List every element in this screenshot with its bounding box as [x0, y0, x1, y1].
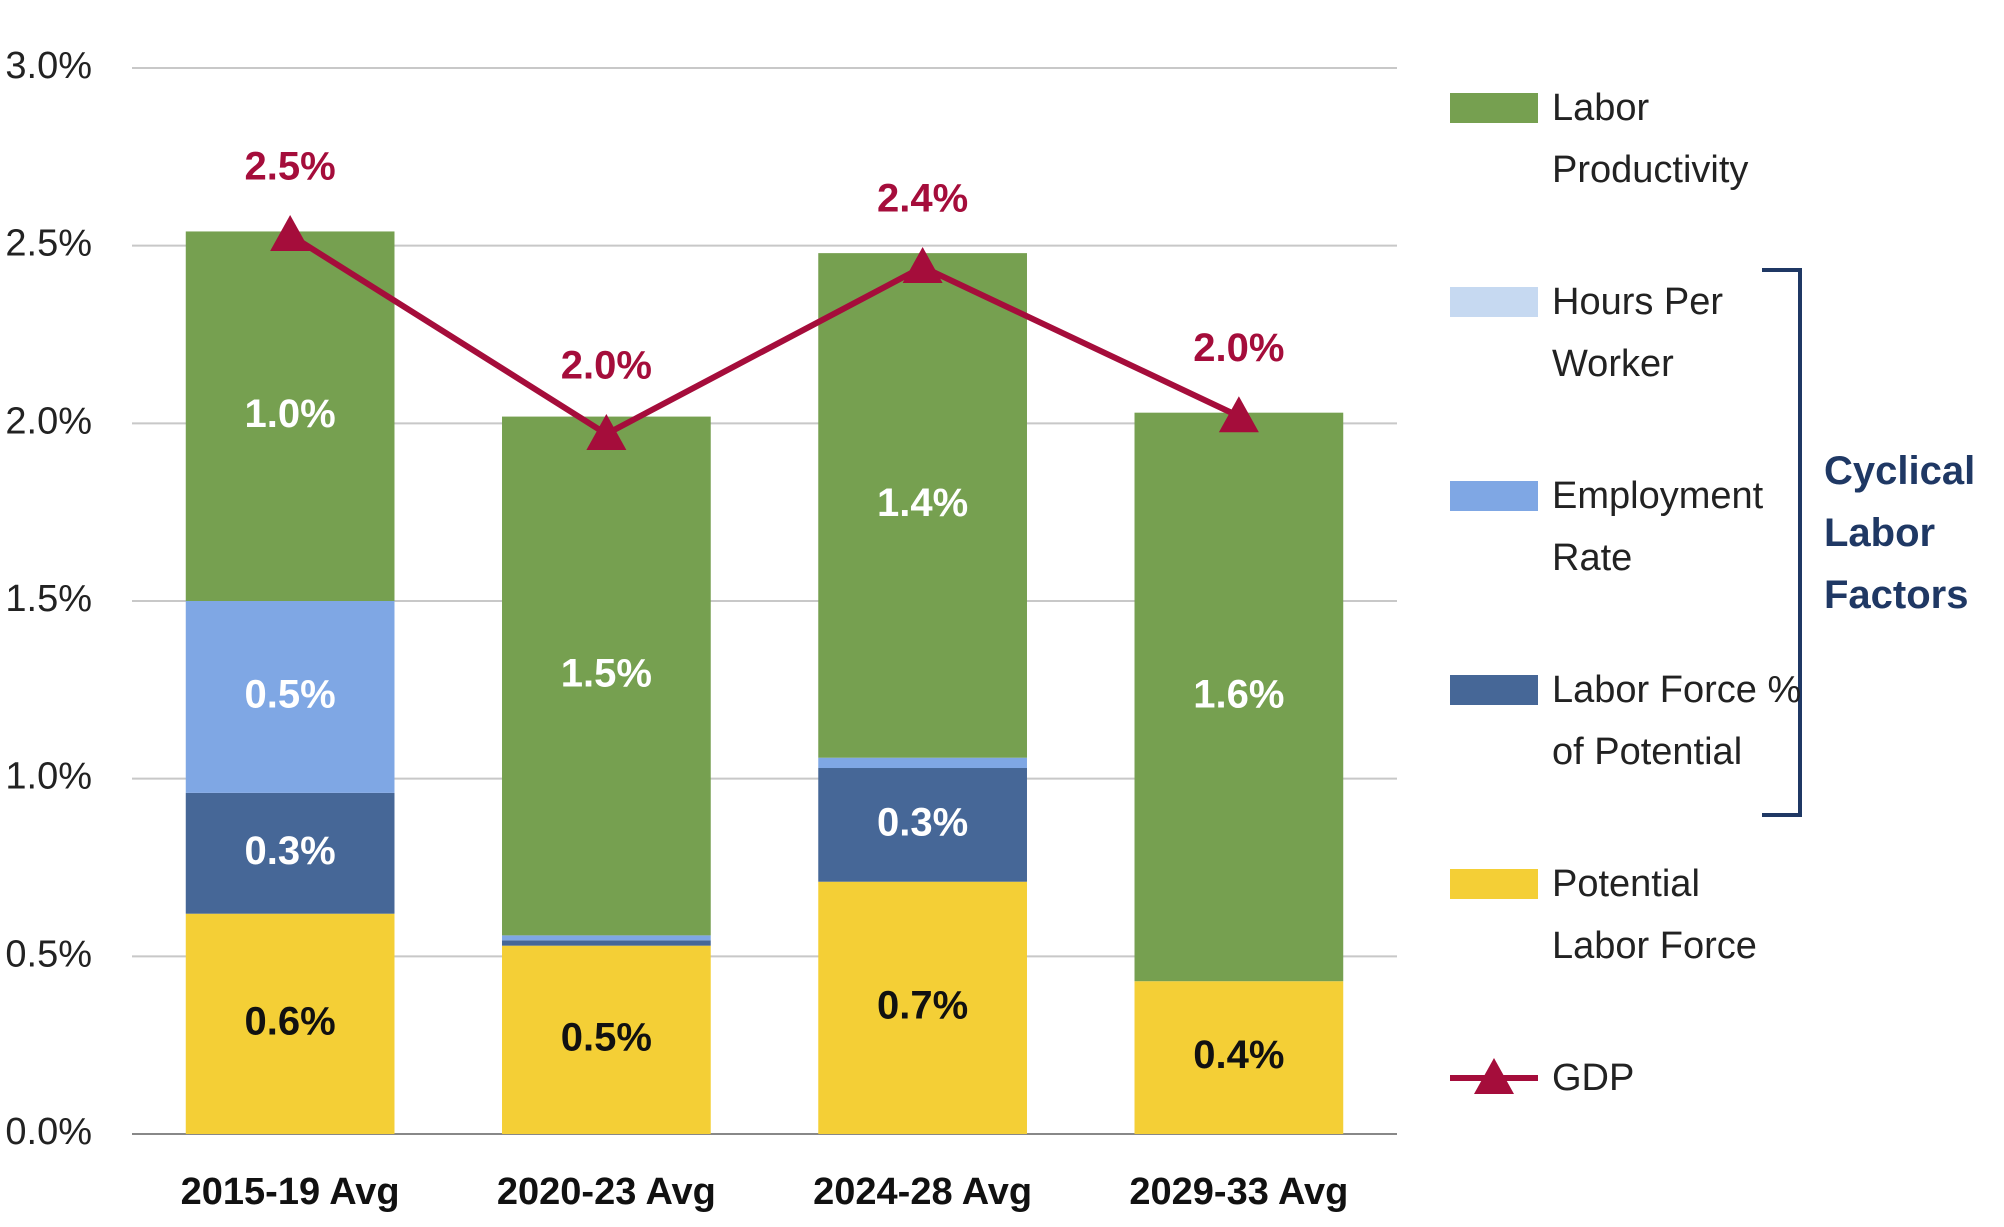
- x-tick-label: 2024-28 Avg: [813, 1171, 1032, 1213]
- data-label: 0.5%: [561, 1015, 652, 1059]
- legend-label: Employment Rate: [1552, 475, 1764, 579]
- y-tick-label: 1.0%: [5, 756, 92, 798]
- bar-segment: [185, 231, 395, 601]
- legend-label: Potential Labor Force: [1552, 863, 1757, 967]
- data-label: 0.6%: [245, 999, 336, 1043]
- legend-swatch: [1450, 1058, 1538, 1094]
- bar-segment: [1134, 412, 1344, 982]
- legend-item: Employment Rate: [1450, 465, 1810, 589]
- line: [288, 232, 1241, 438]
- bar-segment: [502, 416, 711, 936]
- data-label: 1.5%: [561, 652, 652, 696]
- data-label: 0.7%: [877, 983, 968, 1027]
- legend-label: Hours Per Worker: [1552, 281, 1724, 385]
- legend-swatch: [1450, 869, 1538, 899]
- data-label: 1.6%: [1193, 673, 1284, 717]
- bar-segment: [818, 757, 1027, 769]
- bar-segment: [185, 792, 395, 914]
- legend-label: Labor Productivity: [1552, 87, 1749, 191]
- data-label: 2.5%: [245, 145, 336, 189]
- x-tick-label: 2029-33 Avg: [1129, 1171, 1348, 1213]
- legend-swatch: [1450, 675, 1538, 705]
- legend-label: GDP: [1552, 1057, 1635, 1099]
- y-tick-label: 2.0%: [5, 400, 92, 442]
- legend-swatch: [1450, 287, 1538, 317]
- data-label: 1.0%: [245, 392, 336, 436]
- data-label: 2.0%: [1193, 326, 1284, 370]
- data-label: 2.0%: [561, 344, 652, 388]
- legend-item: GDP: [1450, 1047, 1810, 1109]
- data-label: 1.4%: [877, 481, 968, 525]
- data-label: 0.3%: [245, 829, 336, 873]
- marker: [1218, 396, 1259, 433]
- legend-item: Labor Productivity: [1450, 77, 1810, 201]
- bar-segment: [818, 768, 1027, 882]
- marker: [270, 215, 311, 252]
- legend-label: Labor Force % of Potential: [1552, 669, 1802, 773]
- x-tick-label: 2015-19 Avg: [181, 1171, 400, 1213]
- y-tick-label: 1.5%: [5, 578, 92, 620]
- marker: [902, 246, 943, 283]
- bar-segment: [502, 940, 711, 946]
- legend-swatch: [1450, 93, 1538, 123]
- data-label: 0.4%: [1193, 1033, 1284, 1077]
- bar-segment: [818, 881, 1027, 1134]
- data-label: 0.5%: [245, 673, 336, 717]
- bar-segment: [185, 601, 395, 793]
- bar-segment: [818, 253, 1027, 758]
- y-tick-label: 2.5%: [5, 223, 92, 265]
- bar-segment: [1134, 981, 1344, 1134]
- y-tick-label: 0.5%: [5, 933, 92, 975]
- bracket: [1762, 268, 1802, 817]
- legend-item: Potential Labor Force: [1450, 853, 1810, 977]
- y-tick-label: 3.0%: [5, 45, 92, 87]
- legend-item: Hours Per Worker: [1450, 271, 1810, 395]
- data-label: 2.4%: [877, 177, 968, 221]
- x-tick-label: 2020-23 Avg: [497, 1171, 716, 1213]
- bar-segment: [185, 913, 395, 1134]
- marker: [586, 413, 627, 450]
- legend-item: Labor Force % of Potential: [1450, 659, 1810, 783]
- bar-segment: [502, 935, 711, 941]
- annotation: Cyclical Labor Factors: [1824, 449, 1976, 617]
- legend-swatch: [1450, 481, 1538, 511]
- bar-segment: [502, 945, 711, 1134]
- data-label: 0.3%: [877, 800, 968, 844]
- y-tick-label: 0.0%: [5, 1111, 92, 1153]
